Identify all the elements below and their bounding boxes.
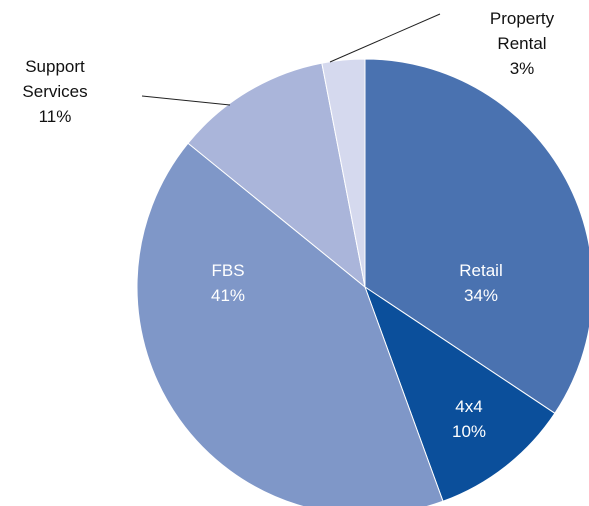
- slice-label: Support Services: [22, 57, 87, 101]
- slice-value-label: 3%: [510, 59, 535, 78]
- slice-label: FBS: [211, 261, 244, 280]
- pie-slice: [187, 62, 366, 289]
- slice-value-label: 41%: [211, 286, 245, 305]
- pie-slice: [136, 142, 444, 506]
- slice-label: Property Rental: [490, 9, 555, 53]
- leader-line: [141, 95, 231, 106]
- slice-label: Retail: [459, 261, 502, 280]
- pie-slice: [364, 285, 556, 502]
- pie-slice: [321, 58, 366, 288]
- leader-line: [329, 13, 441, 63]
- slice-value-label: 11%: [39, 107, 72, 126]
- pie-slice: [364, 58, 589, 414]
- slice-value-label: 34%: [464, 286, 498, 305]
- slice-value-label: 10%: [452, 422, 486, 441]
- slice-label: 4x4: [455, 397, 482, 416]
